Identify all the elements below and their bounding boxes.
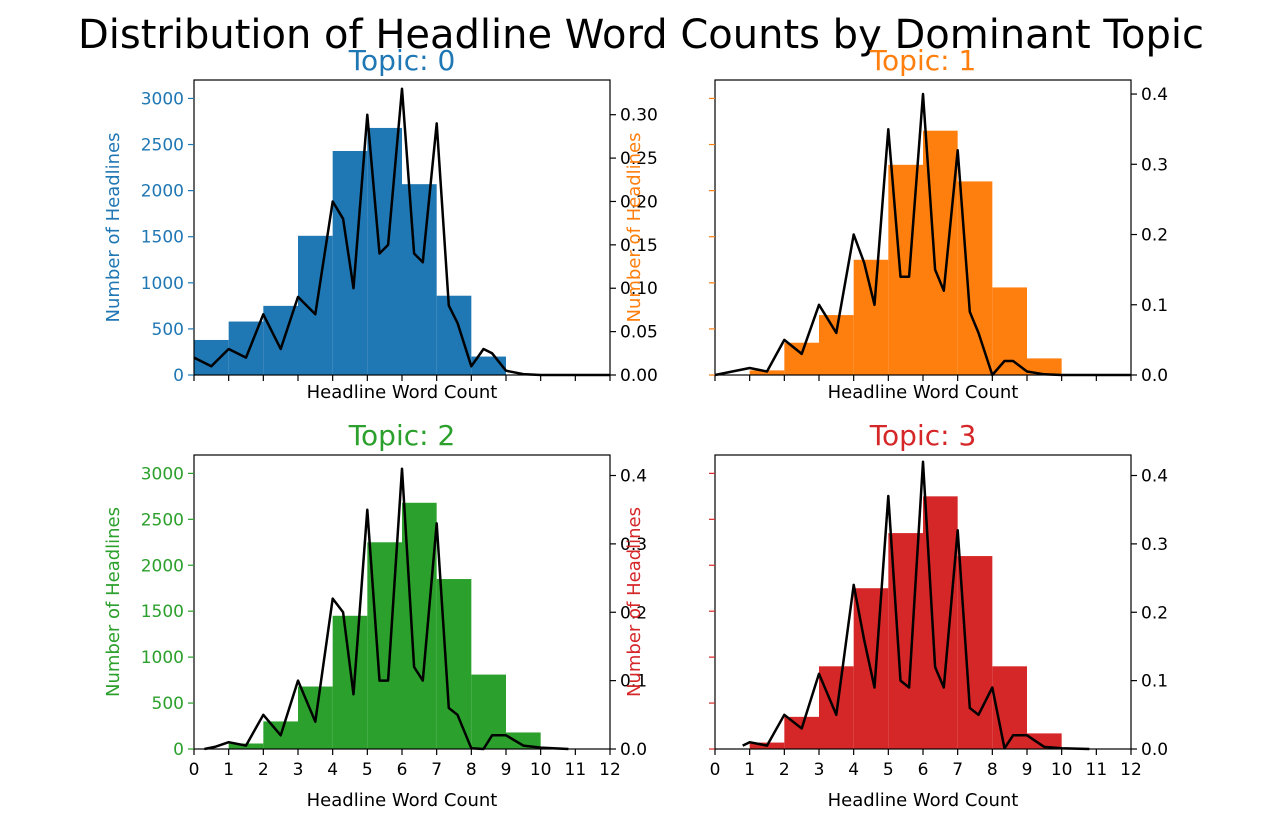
y-tick-label: 500 bbox=[152, 320, 184, 340]
y2-tick-label: 0.1 bbox=[620, 672, 647, 692]
x-tick-label: 9 bbox=[1022, 760, 1033, 780]
y2-tick-label: 0.0 bbox=[620, 740, 647, 760]
subplot-title: Topic: 3 bbox=[869, 419, 977, 452]
y-tick-label: 1500 bbox=[141, 228, 184, 248]
x-axis-label: Headline Word Count bbox=[307, 382, 498, 403]
x-tick-label: 8 bbox=[987, 760, 998, 780]
y-tick-label: 2500 bbox=[141, 510, 184, 530]
x-tick-label: 1 bbox=[744, 760, 755, 780]
subplot-topic-2: 0 500 1000 1500 2000 2500 3000 0.0 0.1 0.2 0.3 0.4 0… bbox=[103, 419, 647, 811]
y2-tick-label: 0.0 bbox=[1141, 366, 1168, 386]
y2-tick-label: 0.05 bbox=[620, 323, 658, 343]
density-curve bbox=[193, 87, 610, 377]
y-tick-label: 1000 bbox=[141, 648, 184, 668]
x-tick-label: 10 bbox=[530, 760, 552, 780]
subplot-title: Topic: 2 bbox=[348, 419, 456, 452]
x-tick-label: 6 bbox=[918, 760, 929, 780]
subplot-topic-1: 0.0 0.1 0.2 0.3 0.4 Headline Word Count Number… bbox=[624, 44, 1168, 403]
y2-tick-label: 0.3 bbox=[1141, 155, 1168, 175]
y-tick-label: 3000 bbox=[141, 89, 184, 109]
x-tick-label: 5 bbox=[883, 760, 894, 780]
x-tick-label: 8 bbox=[466, 760, 477, 780]
density-curve bbox=[204, 467, 569, 751]
x-tick-label: 11 bbox=[565, 760, 587, 780]
y2-tick-label: 0.2 bbox=[1141, 226, 1168, 246]
x-tick-label: 4 bbox=[848, 760, 859, 780]
histogram-bar bbox=[1027, 358, 1062, 375]
histogram-bar bbox=[853, 259, 889, 375]
y2-tick-label: 0.2 bbox=[1141, 603, 1168, 623]
histogram-bar bbox=[1027, 733, 1062, 749]
y-axis-label: Number of Headlines bbox=[624, 507, 645, 697]
y2-tick-label: 0.00 bbox=[620, 366, 658, 386]
y-tick-label: 2000 bbox=[141, 556, 184, 576]
x-tick-label: 7 bbox=[952, 760, 963, 780]
x-tick-label: 0 bbox=[710, 760, 721, 780]
x-axis-label: Headline Word Count bbox=[828, 382, 1019, 403]
x-tick-label: 6 bbox=[397, 760, 408, 780]
histogram-bar bbox=[784, 716, 819, 749]
x-tick-label: 12 bbox=[599, 760, 621, 780]
histogram-bar bbox=[194, 339, 229, 375]
histogram-bar bbox=[784, 342, 819, 375]
x-tick-label: 0 bbox=[189, 760, 200, 780]
y2-tick-label: 0.25 bbox=[620, 149, 658, 169]
subplot-title: Topic: 0 bbox=[348, 44, 456, 77]
y-axis-label: Number of Headlines bbox=[103, 507, 124, 697]
density-curve bbox=[714, 92, 1131, 377]
x-tick-label: 5 bbox=[362, 760, 373, 780]
y2-tick-label: 0.3 bbox=[1141, 535, 1168, 555]
histogram-bar bbox=[819, 315, 854, 375]
y-tick-label: 1500 bbox=[141, 602, 184, 622]
subplot-topic-0: 0 500 1000 1500 2000 2500 3000 0.00 0.05 0.10 0.15… bbox=[103, 44, 658, 403]
y2-tick-label: 0.4 bbox=[620, 467, 647, 487]
x-tick-label: 3 bbox=[293, 760, 304, 780]
subplot-title: Topic: 1 bbox=[869, 44, 977, 77]
subplot-topic-3: 0.00.10.20.30.40 1 2 3 4 5 6 7 8 9 10 11 12Headline … bbox=[624, 419, 1168, 811]
y2-tick-label: 0.2 bbox=[620, 603, 647, 623]
y2-tick-label: 0.30 bbox=[620, 106, 658, 126]
x-tick-label: 4 bbox=[327, 760, 338, 780]
y-tick-label: 3000 bbox=[141, 464, 184, 484]
y2-tick-label: 0.4 bbox=[1141, 85, 1168, 105]
x-tick-label: 1 bbox=[223, 760, 234, 780]
x-axis-label: Headline Word Count bbox=[828, 790, 1019, 811]
y-tick-label: 0 bbox=[173, 740, 184, 760]
x-tick-label: 9 bbox=[501, 760, 512, 780]
y2-tick-label: 0.3 bbox=[620, 535, 647, 555]
x-tick-label: 7 bbox=[431, 760, 442, 780]
x-tick-label: 10 bbox=[1051, 760, 1073, 780]
x-axis-label: Headline Word Count bbox=[307, 790, 498, 811]
y-axis-label: Number of Headlines bbox=[624, 132, 645, 322]
figure-title: Distribution of Headline Word Counts by … bbox=[78, 12, 1204, 58]
x-tick-label: 3 bbox=[814, 760, 825, 780]
density-curve bbox=[742, 460, 1090, 751]
y2-tick-label: 0.1 bbox=[1141, 296, 1168, 316]
y-tick-label: 0 bbox=[173, 366, 184, 386]
histogram-bar bbox=[332, 615, 368, 749]
histogram-bar bbox=[471, 674, 506, 749]
x-tick-label: 12 bbox=[1120, 760, 1142, 780]
y2-tick-label: 0.15 bbox=[620, 236, 658, 256]
y-tick-label: 2000 bbox=[141, 182, 184, 202]
y2-tick-label: 0.0 bbox=[1141, 740, 1168, 760]
y2-tick-label: 0.20 bbox=[620, 192, 658, 212]
y2-tick-label: 0.4 bbox=[1141, 467, 1168, 487]
y-tick-label: 2500 bbox=[141, 136, 184, 156]
y-axis-label: Number of Headlines bbox=[103, 132, 124, 322]
y2-tick-label: 0.10 bbox=[620, 279, 658, 299]
histogram-bar bbox=[923, 496, 958, 749]
histogram-bar bbox=[436, 295, 472, 375]
histogram-bar bbox=[506, 732, 541, 749]
y-tick-label: 500 bbox=[152, 694, 184, 714]
y2-tick-label: 0.1 bbox=[1141, 672, 1168, 692]
y-tick-label: 1000 bbox=[141, 274, 184, 294]
histogram-bar bbox=[402, 184, 437, 375]
x-tick-label: 11 bbox=[1086, 760, 1108, 780]
x-tick-label: 2 bbox=[779, 760, 790, 780]
histogram-bar bbox=[298, 235, 333, 375]
x-tick-label: 2 bbox=[258, 760, 269, 780]
histogram-bar bbox=[957, 556, 993, 749]
